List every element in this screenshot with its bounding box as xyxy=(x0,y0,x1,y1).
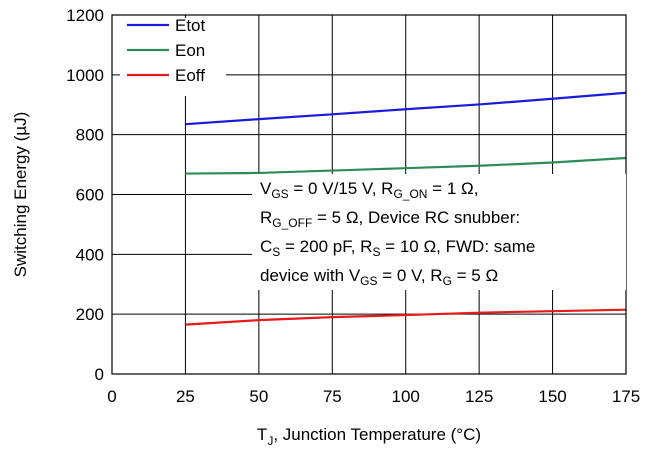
x-tick-label-3: 75 xyxy=(323,387,342,406)
y-axis-label: Switching Energy (µJ) xyxy=(11,112,30,278)
test-conditions-annotation: VGS = 0 V/15 V, RG_ON = 1 Ω, RG_OFF = 5 … xyxy=(252,174,626,290)
legend: Etot Eon Eoff xyxy=(120,16,226,96)
x-tick-label-2: 50 xyxy=(249,387,268,406)
annotation-line-1: VGS = 0 V/15 V, RG_ON = 1 Ω, xyxy=(260,179,479,201)
x-tick-label-5: 125 xyxy=(465,387,493,406)
legend-background xyxy=(120,18,226,96)
x-tick-labels: 0 25 50 75 100 125 150 175 xyxy=(107,387,640,406)
annotation-line-4: device with VGS = 0 V, RG = 5 Ω xyxy=(260,266,499,288)
y-tick-label-5: 1000 xyxy=(66,66,104,85)
series-line-eon xyxy=(185,156,627,175)
y-tick-label-4: 800 xyxy=(76,126,104,145)
y-tick-label-6: 1200 xyxy=(66,6,104,25)
series-lines xyxy=(185,91,627,326)
x-tick-label-1: 25 xyxy=(176,387,195,406)
legend-label-etot: Etot xyxy=(175,16,206,35)
annotation-line-3: CS = 200 pF, RS = 10 Ω, FWD: same xyxy=(260,237,536,259)
y-tick-label-2: 400 xyxy=(76,245,104,264)
series-line-eoff xyxy=(185,308,627,326)
y-tick-label-3: 600 xyxy=(76,186,104,205)
x-tick-label-4: 100 xyxy=(392,387,420,406)
x-tick-label-0: 0 xyxy=(107,387,116,406)
plot-frame xyxy=(111,14,627,375)
x-tick-label-6: 150 xyxy=(538,387,566,406)
annotation-line-2: RG_OFF = 5 Ω, Device RC snubber: xyxy=(260,208,521,230)
legend-label-eoff: Eoff xyxy=(175,66,205,85)
x-axis-label: TJ, Junction Temperature (°C) xyxy=(257,425,481,448)
legend-label-eon: Eon xyxy=(175,41,205,60)
y-tick-labels: 0 200 400 600 800 1000 1200 xyxy=(66,6,104,384)
series-line-etot xyxy=(185,91,627,126)
y-tick-label-1: 200 xyxy=(76,305,104,324)
y-tick-label-0: 0 xyxy=(95,365,104,384)
x-tick-label-7: 175 xyxy=(612,387,640,406)
